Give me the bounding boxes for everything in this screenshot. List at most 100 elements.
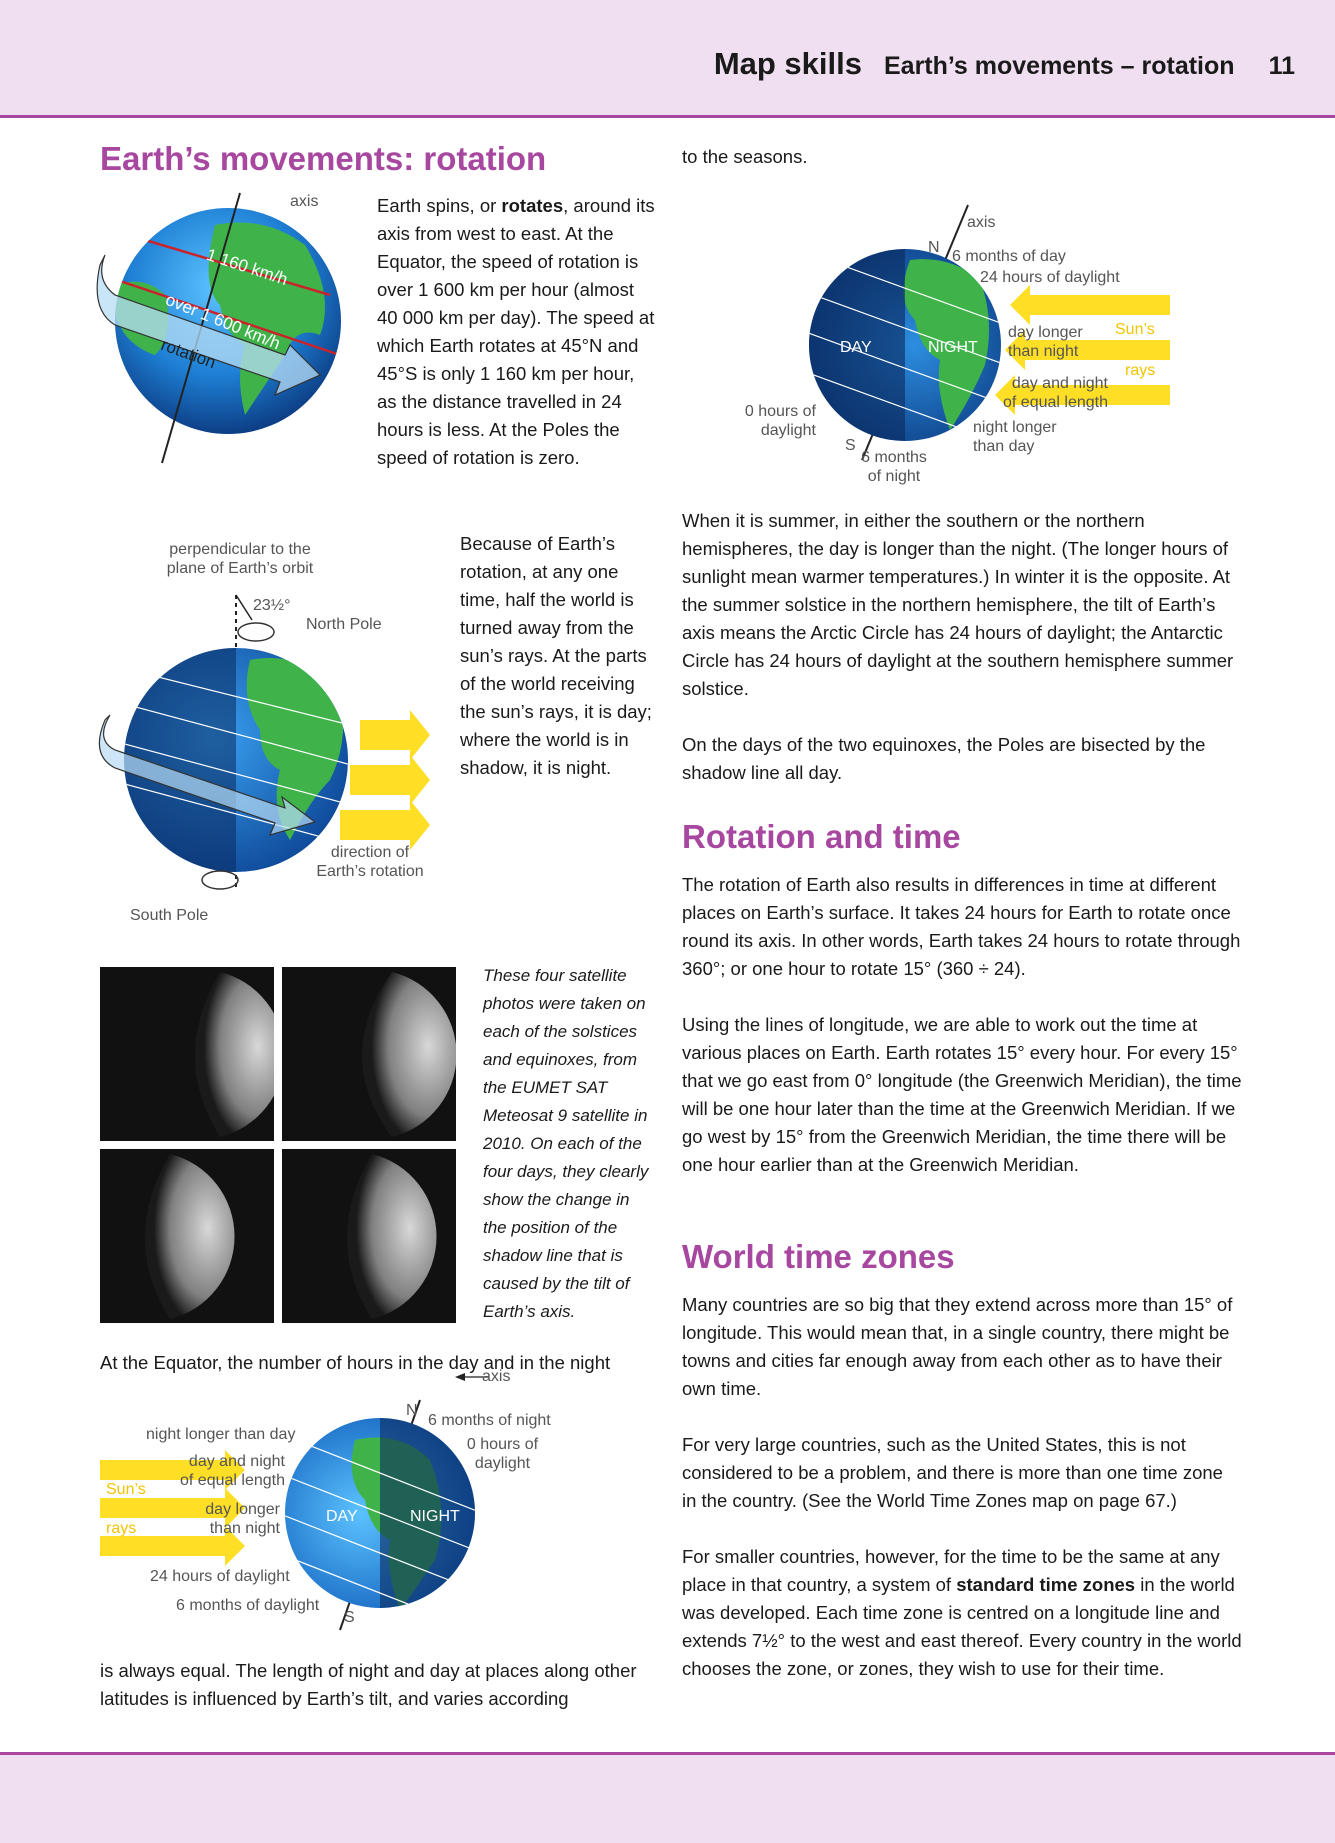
night-side (124, 648, 236, 872)
satellite-photo-1 (100, 967, 274, 1141)
header-title: Map skills (713, 46, 862, 81)
equal-label-4: day and night of equal length (980, 374, 1108, 412)
continents (903, 259, 989, 430)
perpendicular-line-2: plane of Earth’s orbit (166, 560, 314, 577)
zones-paragraph-1: Many countries are so big that they exte… (682, 1294, 1233, 1399)
text-part: in the world was developed. Each time zo… (682, 1574, 1242, 1679)
latitude-45-line (144, 238, 331, 297)
direction-label: direction of Earth’s rotation (300, 843, 440, 881)
day-longer-line-1: day longer (1008, 324, 1083, 341)
zones-paragraph-3: For smaller countries, however, for the … (682, 1543, 1242, 1683)
day-longer-label-3: day longer than night (170, 1500, 280, 1538)
axis-label-3: axis (482, 1368, 511, 1385)
tilted-globe-diagram (98, 594, 430, 890)
rays-label-3: rays (106, 1520, 137, 1537)
page-footer (0, 1752, 1335, 1843)
south-spin-symbol (201, 870, 239, 890)
zero-daylight-label-4: 0 hours of daylight (700, 402, 816, 440)
sun-rays (100, 1450, 245, 1566)
six-months-day-label-3: 6 months of daylight (176, 1597, 320, 1614)
day-night-paragraph: Because of Earth’s rotation, at any one … (460, 533, 652, 778)
section-heading-rotation: Earth’s movements: rotation (100, 140, 547, 177)
night-longer-label-3: night longer than day (146, 1426, 296, 1443)
night-longer-label-4: night longer than day (973, 418, 1057, 456)
rotation-arrow (96, 254, 322, 397)
day-label-4: DAY (840, 339, 872, 356)
equal-line-2: of equal length (1003, 394, 1108, 411)
six-months-night-line-2: of night (867, 468, 921, 485)
six-months-night-label-4: 6 months of night (854, 448, 934, 486)
time-paragraph-1: The rotation of Earth also results in di… (682, 874, 1241, 979)
day-longer-line-2: than night (1008, 343, 1079, 360)
equal-label-3: day and night of equal length (150, 1452, 285, 1490)
north-spin-symbol (237, 622, 275, 642)
equator-line (116, 278, 341, 357)
axis-label-1: axis (290, 193, 319, 210)
continents (246, 658, 344, 840)
page-header: Map skills Earth’s movements – rotation … (0, 0, 1335, 118)
zero-daylight-line-1: 0 hours of (466, 1436, 539, 1453)
rotates-bold: rotates (501, 195, 564, 216)
equal-line-1: day and night (1011, 375, 1108, 392)
seasons-text-top: to the seasons. (682, 146, 808, 167)
axis-pointer-head (455, 1373, 465, 1381)
zero-daylight-label-3: 0 hours of daylight (440, 1435, 565, 1473)
satellite-photo-3 (100, 1149, 274, 1323)
angle-marker (235, 594, 253, 621)
perpendicular-label: perpendicular to the plane of Earth’s or… (150, 540, 330, 578)
northern-summer-diagram (809, 204, 1170, 461)
direction-line-2: Earth’s rotation (316, 863, 424, 880)
south-label-3: S (344, 1609, 355, 1626)
tilt-angle-label: 23½° (253, 597, 291, 614)
day-label-3: DAY (326, 1508, 358, 1525)
rays-label-4: rays (1125, 362, 1156, 379)
six-months-night-label-3: 6 months of night (428, 1412, 551, 1429)
page-number: 11 (1268, 52, 1295, 80)
header-subtitle: Earth’s movements – rotation (884, 52, 1235, 80)
zones-paragraph-2: For very large countries, such as the Un… (682, 1434, 1223, 1511)
satellite-caption: These four satellite photos were taken o… (483, 966, 649, 1321)
seasons-paragraph-1: When it is summer, in either the souther… (682, 510, 1234, 699)
six-months-night-line-1: 6 months (861, 449, 927, 466)
sun-rays (995, 285, 1170, 415)
axis-label-4: axis (967, 214, 996, 231)
seasons-paragraph-2: On the days of the two equinoxes, the Po… (682, 734, 1206, 783)
north-label-4: N (928, 239, 940, 256)
day-longer-line-1: day longer (205, 1501, 280, 1518)
rotation-direction-arrow (98, 714, 317, 836)
suns-label-3: Sun’s (106, 1481, 146, 1498)
night-longer-line-1: night longer (973, 419, 1057, 436)
zero-daylight-line-1: 0 hours of (744, 403, 816, 420)
day-night-text: Because of Earth’s rotation, at any one … (460, 530, 660, 782)
standard-time-zones-bold: standard time zones (956, 1574, 1136, 1595)
equal-line-1: day and night (188, 1453, 285, 1470)
satellite-photo-4 (282, 1149, 456, 1323)
section-heading-time: Rotation and time (682, 818, 961, 855)
day-longer-label-4: day longer than night (1008, 323, 1083, 361)
north-label-3: N (406, 1402, 418, 1419)
day-longer-line-2: than night (209, 1520, 280, 1537)
text-part: Earth spins, or (377, 195, 502, 216)
night-label-4: NIGHT (928, 339, 978, 356)
zones-text: Many countries are so big that they exte… (682, 1291, 1242, 1683)
sun-rays (340, 710, 430, 850)
seasons-text: When it is summer, in either the souther… (682, 507, 1242, 787)
perpendicular-line-1: perpendicular to the (169, 541, 311, 558)
satellite-photo-2 (282, 967, 456, 1141)
southern-summer-diagram (100, 1373, 488, 1631)
equal-line-2: of equal length (180, 1472, 285, 1489)
equator-text-bottom: is always equal. The length of night and… (100, 1660, 637, 1709)
night-label-3: NIGHT (410, 1508, 460, 1525)
night-longer-line-2: than day (973, 438, 1035, 455)
south-label-4: S (845, 437, 856, 454)
zero-daylight-line-2: daylight (474, 1455, 531, 1472)
time-paragraph-2: Using the lines of longitude, we are abl… (682, 1014, 1242, 1175)
direction-line-1: direction of (330, 844, 410, 861)
north-pole-label: North Pole (306, 616, 382, 633)
section-heading-zones: World time zones (682, 1238, 955, 1275)
daylight-24-label-3: 24 hours of daylight (150, 1568, 290, 1585)
header-title-group: Map skills Earth’s movements – rotation … (714, 46, 1295, 82)
south-pole-label: South Pole (130, 907, 209, 924)
daylight-24-label-4: 24 hours of daylight (980, 269, 1120, 286)
zero-daylight-line-2: daylight (760, 422, 816, 439)
